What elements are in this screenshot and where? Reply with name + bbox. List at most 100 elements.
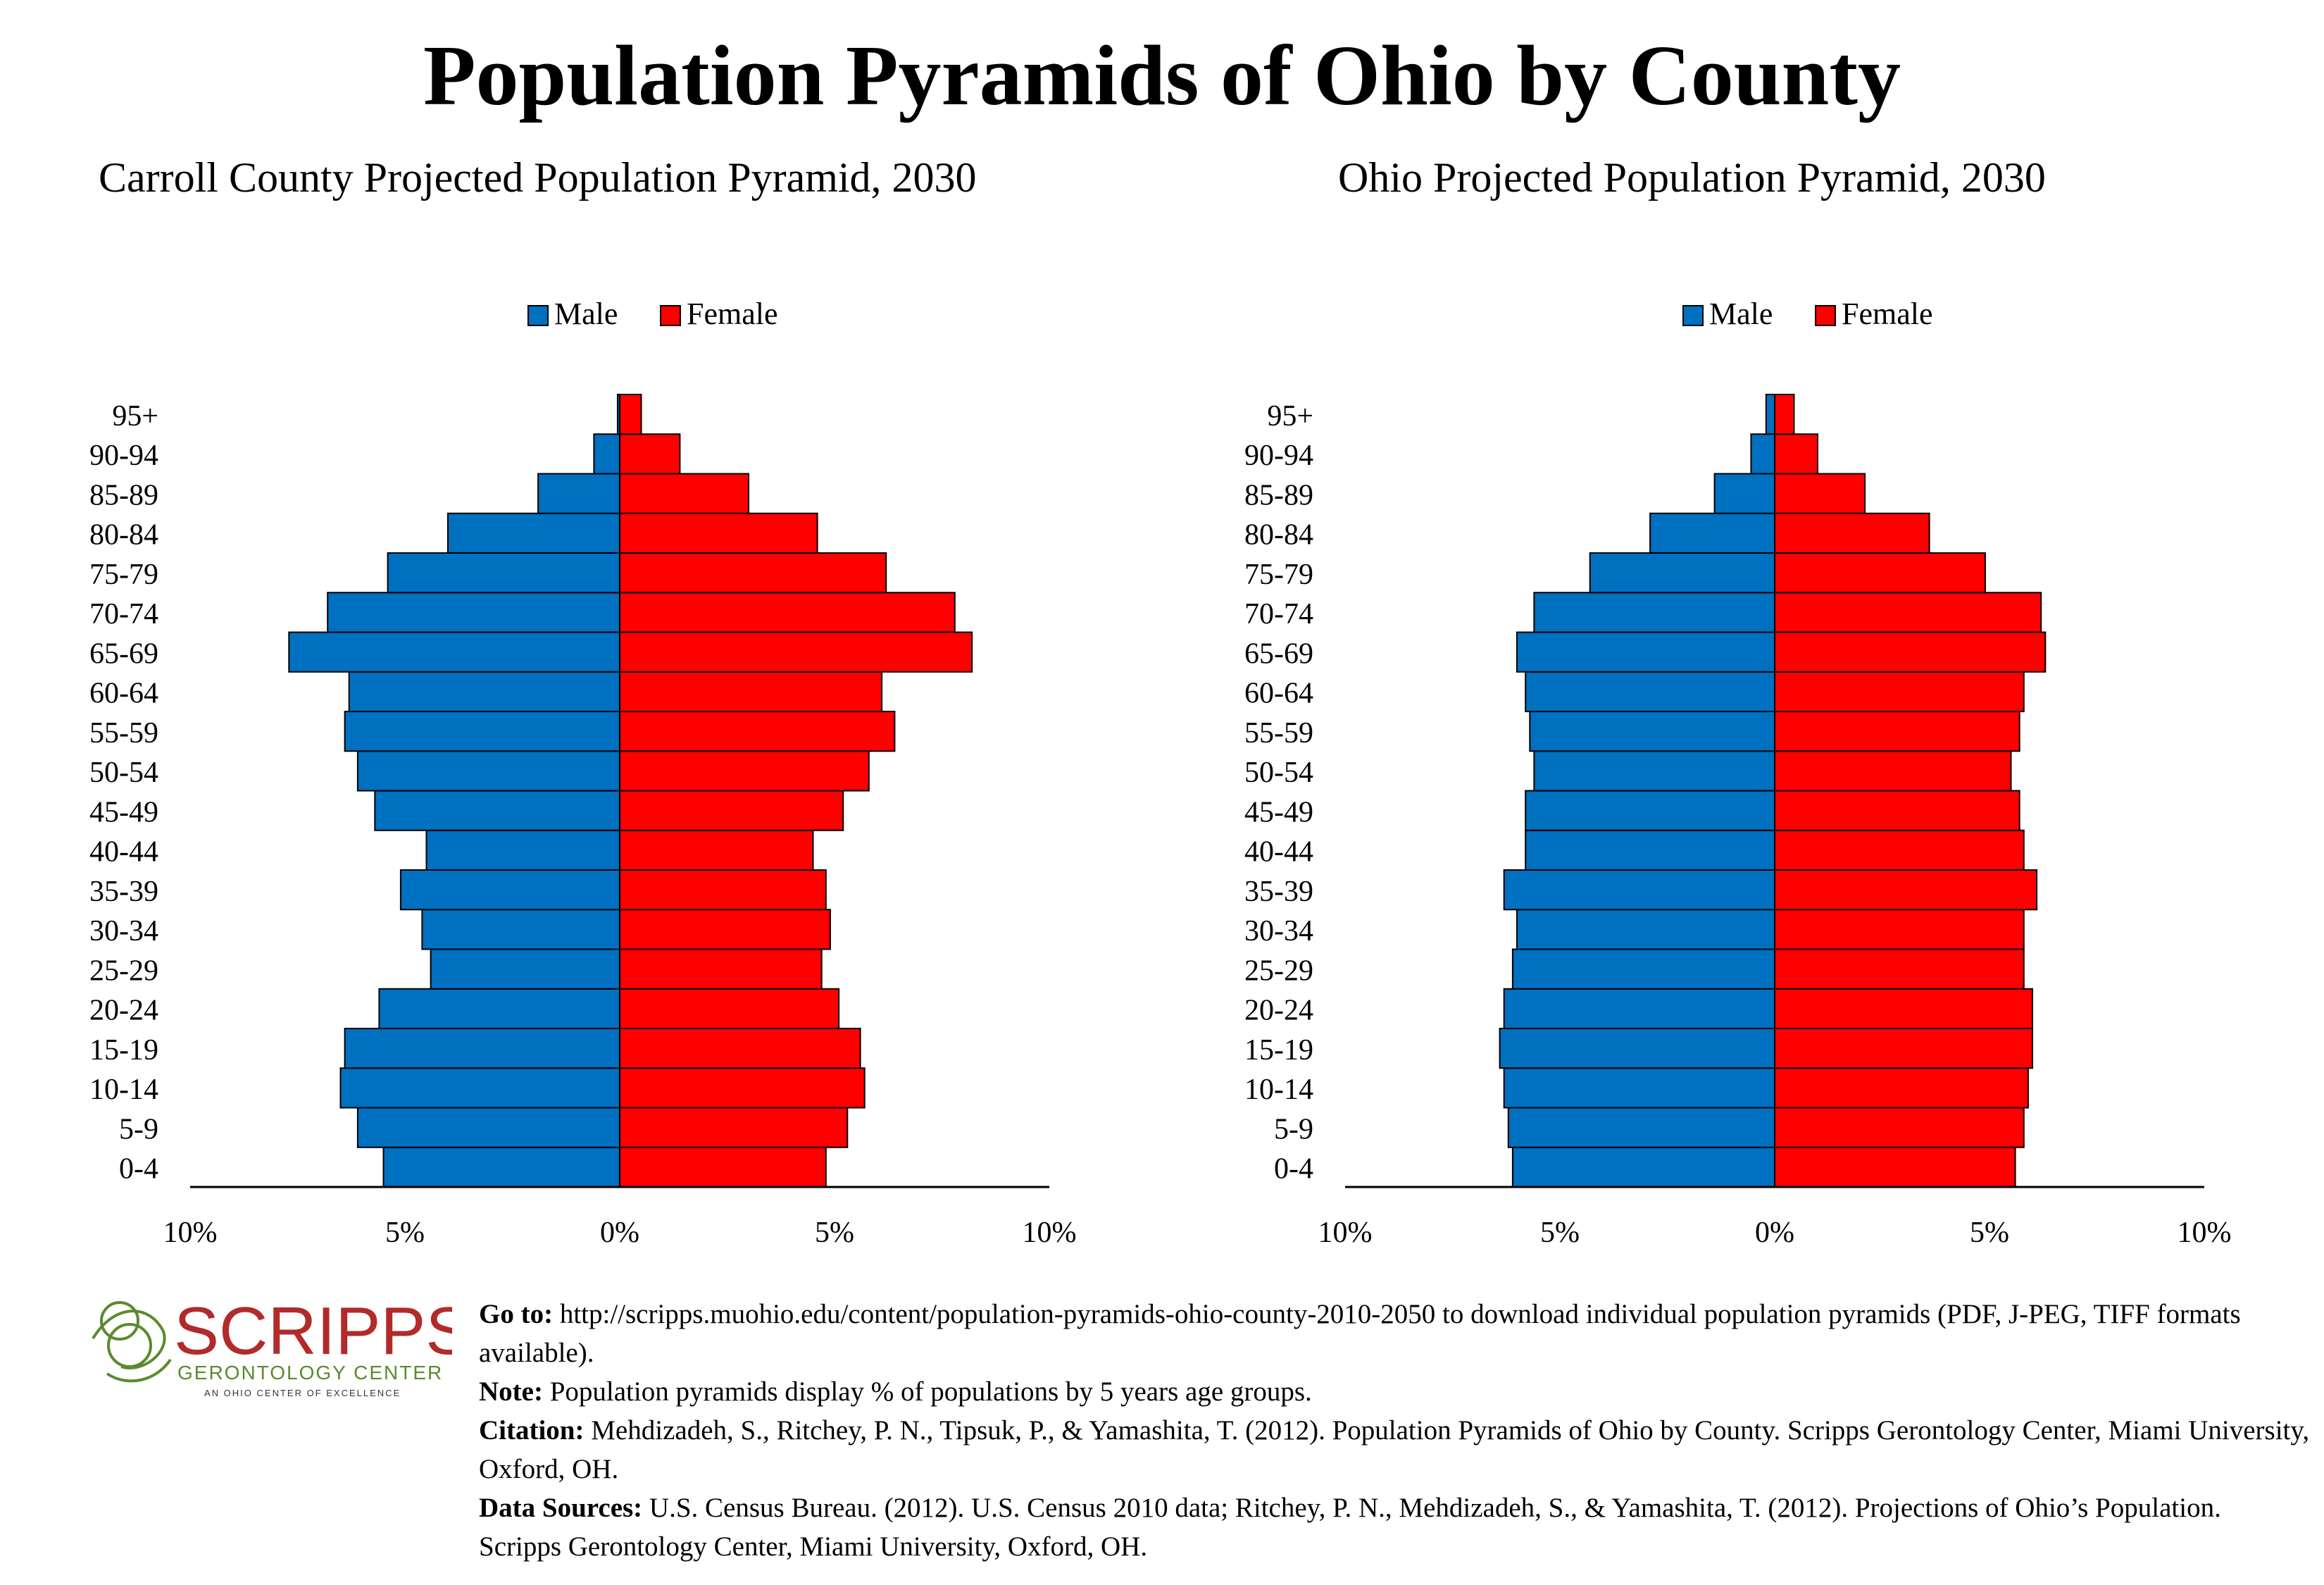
bar-male-50-54	[1533, 750, 1776, 792]
age-label: 75-79	[1244, 559, 1313, 591]
bar-male-75-79	[387, 552, 620, 594]
footer-goto-link[interactable]: http://scripps.muohio.edu/content/popula…	[479, 1299, 2241, 1368]
bar-male-50-54	[356, 750, 620, 792]
footer-note: Note: Population pyramids display % of p…	[479, 1376, 1312, 1407]
bar-male-15-19	[1499, 1028, 1775, 1069]
age-label: 45-49	[1244, 796, 1313, 828]
bar-male-85-89	[1713, 473, 1775, 514]
age-label: 20-24	[1244, 995, 1313, 1027]
legend-label-female: Female	[687, 297, 778, 331]
age-label: 20-24	[89, 995, 158, 1027]
bar-female-95+	[1774, 394, 1795, 435]
pyramid-chart-carroll: Male Female 0-4 5-9 10-14 15-19 20-24 25-29 30-3…	[89, 297, 1077, 1249]
bar-female-50-54	[1774, 750, 2012, 792]
bar-male-75-79	[1589, 552, 1775, 594]
bar-female-5-9	[619, 1107, 849, 1148]
x-tick-label: 0%	[1755, 1217, 1794, 1249]
bar-female-65-69	[619, 631, 973, 673]
age-label: 50-54	[89, 757, 158, 789]
footer-sources: Data Sources: U.S. Census Bureau. (2012)…	[479, 1493, 2221, 1562]
x-tick-label: 10%	[1023, 1217, 1077, 1249]
bar-male-65-69	[1516, 631, 1775, 673]
bar-female-85-89	[619, 473, 749, 514]
bar-female-70-74	[619, 592, 956, 633]
age-label: 80-84	[89, 519, 158, 552]
age-label: 45-49	[89, 796, 158, 828]
bar-male-90-94	[1750, 433, 1776, 475]
bar-female-85-89	[1774, 473, 1866, 514]
bar-female-70-74	[1774, 592, 2042, 633]
footer-notes: Go to: http://scripps.muohio.edu/content…	[479, 1295, 2310, 1566]
chart-title-ohio: Ohio Projected Population Pyramid, 2030	[1338, 154, 2046, 201]
age-label: 60-64	[89, 678, 158, 710]
bar-male-55-59	[344, 711, 620, 752]
bar-male-15-19	[344, 1028, 620, 1069]
age-label: 5-9	[1274, 1113, 1313, 1145]
bar-male-95+	[1765, 394, 1775, 435]
age-label: 15-19	[89, 1034, 158, 1067]
bar-male-45-49	[1525, 790, 1775, 831]
bar-male-90-94	[593, 433, 621, 475]
bar-male-80-84	[1649, 512, 1775, 554]
age-label: 5-9	[119, 1113, 158, 1145]
age-label: 40-44	[89, 836, 158, 869]
scripps-logo: SCRIPPS GERONTOLOGY CENTER AN OHIO CENTE…	[86, 1289, 470, 1402]
bar-female-55-59	[619, 711, 896, 752]
age-label: 10-14	[1244, 1074, 1313, 1106]
bar-male-10-14	[339, 1067, 620, 1109]
bar-male-5-9	[356, 1107, 620, 1148]
bar-female-40-44	[619, 829, 814, 871]
bar-female-65-69	[1774, 631, 2047, 673]
bar-male-60-64	[348, 671, 620, 712]
bar-male-30-34	[421, 909, 621, 950]
chart-title-carroll: Carroll County Projected Population Pyra…	[99, 154, 977, 201]
x-tick-label: 10%	[1318, 1217, 1373, 1249]
legend-label-male: Male	[554, 297, 618, 331]
legend-swatch-female	[1815, 305, 1836, 326]
x-tick-label: 0%	[600, 1217, 639, 1249]
age-label: 90-94	[1244, 440, 1313, 472]
bar-male-65-69	[288, 631, 620, 673]
bar-male-35-39	[399, 869, 621, 911]
pyramid-chart-ohio: Male Female 0-4 5-9 10-14 15-19 20-24 25-29 30-3…	[1244, 297, 2232, 1249]
bar-female-0-4	[1774, 1146, 2016, 1188]
bar-female-40-44	[1774, 829, 2025, 871]
legend-swatch-male	[1682, 305, 1704, 326]
age-label: 55-59	[89, 717, 158, 750]
bar-female-95+	[619, 394, 642, 435]
age-label: 80-84	[1244, 519, 1313, 552]
x-tick-label: 5%	[1540, 1217, 1580, 1249]
bar-male-70-74	[327, 592, 620, 633]
age-label: 35-39	[89, 876, 158, 908]
bar-female-30-34	[619, 909, 831, 950]
bar-female-5-9	[1774, 1107, 2025, 1148]
bar-female-10-14	[619, 1067, 866, 1109]
bar-male-20-24	[378, 988, 621, 1029]
age-label: 85-89	[89, 479, 158, 511]
logo-line2: AN OHIO CENTER OF EXCELLENCE	[204, 1388, 401, 1398]
bar-female-0-4	[619, 1146, 827, 1188]
page-title: Population Pyramids of Ohio by County	[423, 28, 1901, 123]
age-label: 30-34	[1244, 915, 1313, 947]
bar-female-45-49	[1774, 790, 2020, 831]
bar-male-30-34	[1516, 909, 1775, 950]
bar-male-0-4	[1511, 1146, 1775, 1188]
bar-female-15-19	[619, 1028, 861, 1069]
x-tick-label: 5%	[815, 1217, 854, 1249]
legend-swatch-female	[660, 305, 681, 326]
bar-female-30-34	[1774, 909, 2025, 950]
bar-female-55-59	[1774, 711, 2020, 752]
bar-male-85-89	[537, 473, 620, 514]
age-label: 35-39	[1244, 876, 1313, 908]
bar-female-90-94	[1774, 433, 1818, 475]
bar-female-35-39	[619, 869, 827, 911]
bar-male-45-49	[374, 790, 620, 831]
age-label: 0-4	[119, 1153, 158, 1186]
bar-female-20-24	[619, 988, 840, 1029]
age-label: 0-4	[1274, 1153, 1313, 1186]
x-tick-label: 5%	[1970, 1217, 2009, 1249]
bar-female-80-84	[619, 512, 818, 554]
age-label: 65-69	[89, 638, 158, 670]
age-label: 70-74	[1244, 598, 1313, 630]
bar-male-40-44	[425, 829, 620, 871]
